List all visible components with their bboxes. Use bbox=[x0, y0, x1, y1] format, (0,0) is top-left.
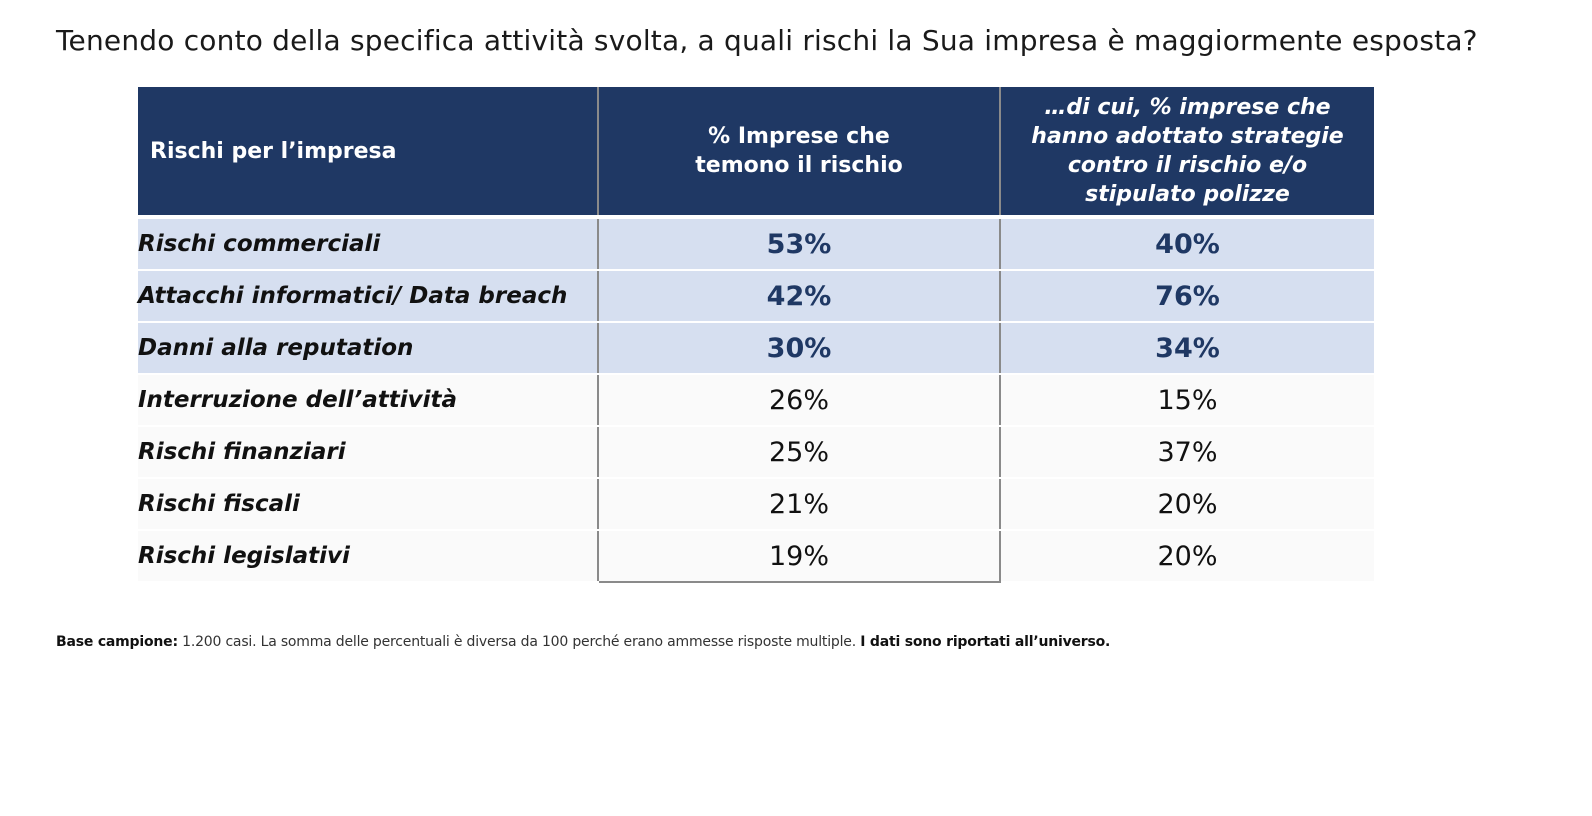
table-header-row: Rischi per l’impresa % Imprese che temon… bbox=[138, 87, 1374, 219]
header-fear-line: temono il rischio bbox=[695, 153, 903, 178]
table-row: Danni alla reputation 30% 34% bbox=[138, 322, 1374, 375]
header-fear-line: % Imprese che bbox=[708, 124, 890, 149]
fear-value: 42% bbox=[597, 270, 1001, 323]
risk-label: Rischi finanziari bbox=[138, 426, 598, 479]
fear-value: 19% bbox=[597, 530, 1001, 583]
strategy-value: 15% bbox=[1000, 374, 1374, 427]
risk-label: Attacchi informatici/ Data breach bbox=[138, 270, 598, 323]
risk-table: Rischi per l’impresa % Imprese che temon… bbox=[138, 87, 1374, 583]
risk-label: Rischi fiscali bbox=[138, 478, 598, 531]
footnote-label: Base campione: bbox=[56, 634, 178, 650]
table-row: Rischi commerciali 53% 40% bbox=[138, 217, 1374, 271]
fear-value: 25% bbox=[597, 426, 1001, 479]
strategy-value: 40% bbox=[1000, 217, 1374, 271]
strategy-value: 20% bbox=[1000, 530, 1374, 583]
table-row: Rischi fiscali 21% 20% bbox=[138, 478, 1374, 531]
header-risks: Rischi per l’impresa bbox=[138, 87, 598, 219]
header-strategy-line: stipulato polizze bbox=[1085, 182, 1290, 207]
header-fear-percentage: % Imprese che temono il rischio bbox=[597, 87, 1000, 219]
table-row: Attacchi informatici/ Data breach 42% 76… bbox=[138, 270, 1374, 323]
risk-label: Danni alla reputation bbox=[138, 322, 598, 375]
fear-value: 26% bbox=[597, 374, 1001, 427]
strategy-value: 76% bbox=[1000, 270, 1374, 323]
footnote: Base campione: 1.200 casi. La somma dell… bbox=[56, 634, 1110, 650]
risk-label: Interruzione dell’attività bbox=[138, 374, 598, 427]
header-strategy-line: …di cui, % imprese che bbox=[1044, 95, 1331, 120]
strategy-value: 34% bbox=[1000, 322, 1374, 375]
fear-value: 21% bbox=[597, 478, 1001, 531]
fear-value: 53% bbox=[597, 217, 1001, 271]
table-row: Rischi legislativi 19% 20% bbox=[138, 530, 1374, 583]
header-strategy-line: contro il rischio e/o bbox=[1067, 153, 1308, 178]
header-strategy-line: hanno adottato strategie bbox=[1031, 124, 1344, 149]
table-row: Interruzione dell’attività 26% 15% bbox=[138, 374, 1374, 427]
footnote-text: 1.200 casi. La somma delle percentuali è… bbox=[177, 634, 861, 650]
risk-label: Rischi legislativi bbox=[138, 530, 598, 583]
strategy-value: 20% bbox=[1000, 478, 1374, 531]
page-title: Tenendo conto della specifica attività s… bbox=[56, 24, 1478, 57]
fear-value: 30% bbox=[597, 322, 1001, 375]
table-row: Rischi finanziari 25% 37% bbox=[138, 426, 1374, 479]
strategy-value: 37% bbox=[1000, 426, 1374, 479]
header-strategy-percentage: …di cui, % imprese che hanno adottato st… bbox=[999, 87, 1374, 219]
risk-label: Rischi commerciali bbox=[138, 217, 598, 271]
footnote-emphasis: I dati sono riportati all’universo. bbox=[860, 634, 1111, 650]
